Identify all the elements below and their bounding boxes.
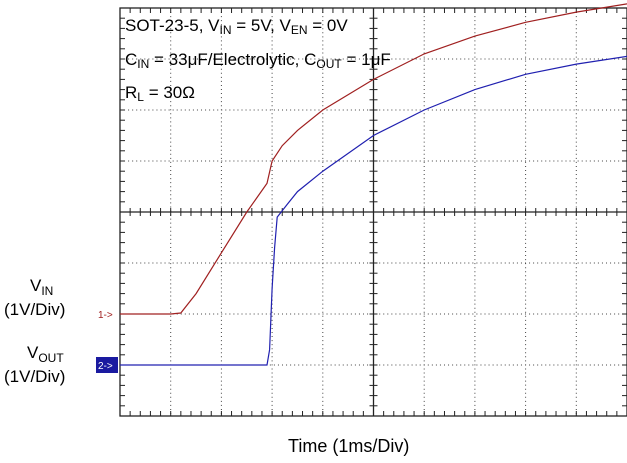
annotation-text: C: [125, 50, 138, 69]
graticule: [119, 7, 627, 417]
annotation-text: = 5V, V: [231, 16, 291, 35]
ch2-marker-text: 2->: [98, 361, 113, 372]
annotation-text: OUT: [316, 57, 342, 71]
trace-vout: [120, 55, 627, 366]
vin-channel-label: VIN: [30, 276, 54, 298]
annotation-text: IN: [137, 57, 150, 71]
annotation-line-3: RL = 30Ω: [125, 83, 195, 104]
trace-vin: [120, 3, 627, 315]
x-axis-label: Time (1ms/Div): [288, 436, 410, 456]
annotation-text: SOT-23-5, V: [125, 16, 220, 35]
annotation-text: = 33μF/Electrolytic, C: [149, 50, 317, 69]
ch1-marker-text: 1->: [98, 310, 113, 321]
annotation-text: EN: [290, 23, 308, 37]
annotation-text: = 0V: [307, 16, 348, 35]
annotation-text: L: [137, 90, 144, 104]
annotation-text: IN: [219, 23, 232, 37]
channel-markers: 1-> 2->: [96, 310, 118, 373]
traces: [120, 3, 627, 366]
annotation-line-1: SOT-23-5, VIN = 5V, VEN = 0V: [125, 16, 348, 37]
annotation-text: = 1μF: [341, 50, 391, 69]
vin-scale-label: (1V/Div): [4, 300, 66, 319]
annotation-line-2: CIN = 33μF/Electrolytic, COUT = 1μF: [125, 50, 391, 71]
annotation-text: = 30Ω: [143, 83, 195, 102]
annotation-text: R: [125, 83, 138, 102]
vout-channel-label: VOUT: [27, 343, 64, 365]
ch2-marker-box: [96, 357, 118, 373]
vout-scale-label: (1V/Div): [4, 367, 66, 386]
